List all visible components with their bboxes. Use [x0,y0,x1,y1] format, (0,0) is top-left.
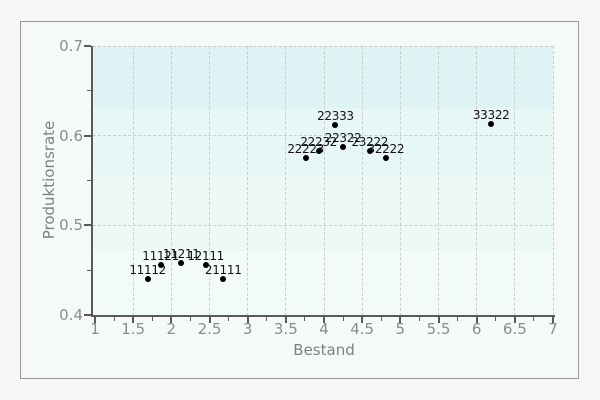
data-point [144,276,151,283]
x-tick-label: 7 [548,320,558,338]
x-tick-label: 1.5 [121,320,146,338]
horizontal-gridline [93,224,553,226]
x-minor-tick [266,317,268,321]
y-tick-label: 0.4 [59,306,83,324]
x-tick-label: 4 [319,320,329,338]
data-point-label: 11112 [129,263,166,278]
x-tick-label: 4.5 [350,320,375,338]
vertical-gridline [361,46,363,316]
x-tick-label: 2 [166,320,177,338]
data-point [488,121,495,127]
y-major-tick [84,224,91,227]
vertical-gridline [438,46,439,316]
horizontal-gridline [93,135,553,137]
x-minor-tick [418,317,420,321]
x-major-tick [361,317,364,323]
data-point-label: 22232 [300,134,337,149]
horizontal-gridline [93,45,553,47]
x-tick-label: 1 [90,320,100,338]
x-tick-label: 2.5 [197,320,222,338]
data-point [202,261,209,268]
vertical-gridline [247,46,249,316]
y-tick-label: 0.5 [59,216,83,235]
vertical-gridline [285,46,287,316]
x-minor-tick [189,317,191,321]
data-point [332,121,339,128]
x-minor-tick [304,317,306,321]
y-tick-label: 0.7 [59,37,83,55]
x-major-tick [399,317,402,323]
x-minor-tick [495,317,497,321]
x-major-tick [132,317,135,323]
x-tick-label: 5 [395,320,406,338]
data-point [178,259,185,266]
x-tick-label: 6 [471,320,482,338]
data-point-label: 11121 [142,248,179,263]
x-tick-label: 6.5 [502,320,527,338]
y-minor-tick [87,269,91,271]
x-major-tick [323,317,325,323]
vertical-gridline [170,46,172,316]
x-tick-label: 3 [242,320,253,338]
y-major-tick [84,134,91,137]
x-tick-label: 5.5 [426,320,451,338]
y-minor-tick [87,90,91,92]
data-point-label: 21111 [204,263,242,278]
vertical-gridline [323,46,325,316]
x-minor-tick [228,317,230,321]
x-minor-tick [151,317,153,321]
x-minor-tick [533,317,535,321]
x-major-tick [284,317,287,323]
data-point [157,261,164,268]
y-major-tick [84,314,91,316]
x-minor-tick [380,317,382,321]
vertical-gridline [132,46,134,316]
data-point [302,155,309,162]
data-point-label: 23222 [351,134,389,149]
x-major-tick [170,317,173,323]
y-tick-label: 0.6 [59,126,83,145]
data-point-label: 33322 [472,108,510,122]
x-tick-label: 3.5 [273,320,298,338]
data-point-label: 11211 [162,246,200,261]
x-major-tick [437,317,440,323]
x-major-tick [513,317,516,323]
vertical-gridline [552,46,554,316]
data-point-label: 22333 [317,108,354,123]
x-major-tick [208,317,211,323]
vertical-gridline [209,46,210,316]
data-point [366,147,373,154]
data-point [315,147,322,154]
x-axis-line [91,315,555,317]
vertical-gridline [476,46,478,316]
x-major-tick [475,317,478,323]
x-axis-title: Bestand [293,341,355,359]
y-axis-line [91,46,93,317]
x-major-tick [246,317,249,323]
data-point [340,144,347,151]
x-minor-tick [113,317,115,321]
vertical-gridline [514,46,516,316]
vertical-gridline [399,46,401,316]
x-major-tick [94,317,96,323]
data-point [382,155,389,162]
y-minor-tick [87,180,91,181]
x-minor-tick [342,317,344,321]
data-point-label: 22223 [287,142,325,157]
y-major-tick [84,45,91,47]
x-major-tick [552,317,554,323]
x-minor-tick [457,317,459,321]
data-point-label: 12111 [187,248,225,263]
data-point-label: 22322 [324,131,362,146]
data-point-label: 32222 [367,142,405,157]
data-point [220,276,227,283]
y-axis-title: Produktionsrate [40,120,58,240]
